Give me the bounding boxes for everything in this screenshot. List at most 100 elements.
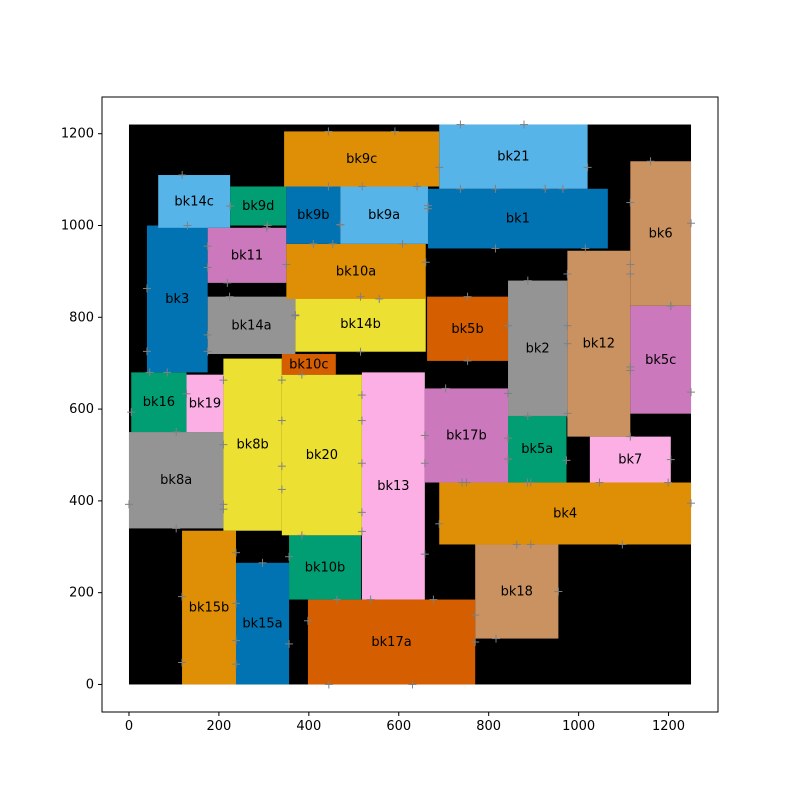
y-tick-label: 1000 — [61, 219, 94, 234]
pin-marker — [172, 428, 181, 437]
pin-marker — [182, 389, 191, 398]
block-bk8b — [223, 358, 282, 531]
pins-layer — [124, 120, 696, 689]
pin-marker — [491, 244, 500, 253]
y-tick-label: 800 — [69, 310, 94, 325]
block-label-bk14c: bk14c — [174, 194, 213, 209]
pin-marker — [297, 531, 306, 540]
pin-marker — [203, 242, 212, 251]
pin-marker — [356, 347, 365, 356]
pin-marker — [554, 587, 563, 596]
block-bk1 — [427, 188, 608, 249]
pin-marker — [687, 499, 696, 508]
pin-marker — [142, 347, 151, 356]
x-tick-label: 0 — [125, 719, 133, 734]
pin-marker — [231, 599, 240, 608]
pin-marker — [562, 456, 571, 465]
pin-marker — [491, 184, 500, 193]
pin-marker — [282, 260, 291, 269]
pin-marker — [666, 301, 675, 310]
block-bk13 — [361, 372, 425, 600]
pin-marker — [309, 239, 318, 248]
pin-marker — [124, 500, 133, 509]
block-label-bk5b: bk5b — [451, 322, 483, 337]
pin-marker — [178, 658, 187, 667]
pin-marker — [172, 524, 181, 533]
pin-marker — [398, 239, 407, 248]
pin-marker — [357, 391, 366, 400]
pin-marker — [421, 258, 430, 267]
pin-marker — [523, 478, 532, 487]
block-label-bk14b: bk14b — [340, 317, 381, 332]
pin-marker — [420, 459, 429, 468]
pin-marker — [456, 120, 465, 129]
x-tick-label: 1200 — [652, 719, 685, 734]
pin-marker — [687, 219, 696, 228]
pin-marker — [504, 321, 513, 330]
pin-marker — [219, 505, 228, 514]
pin-marker — [203, 347, 212, 356]
pin-marker — [462, 478, 471, 487]
x-tick-label: 200 — [206, 719, 231, 734]
plot-area: bk17a bk15b bk15a bk10b bk18 bk4 bk13 bk8a bk20 b… — [124, 120, 696, 689]
pin-marker — [324, 182, 333, 191]
y-tick-label: 600 — [69, 402, 94, 417]
pin-marker — [263, 221, 272, 230]
block-bk17b — [424, 388, 509, 483]
x-tick-label: 1000 — [562, 719, 595, 734]
pin-marker — [291, 311, 300, 320]
block-bk19 — [186, 374, 224, 433]
block-bk9c — [284, 131, 440, 187]
block-bk21 — [439, 124, 588, 189]
pin-marker — [163, 368, 172, 377]
block-bk14c — [158, 175, 231, 228]
pin-marker — [231, 636, 240, 645]
block-label-bk2: bk2 — [526, 341, 550, 356]
pin-marker — [618, 540, 627, 549]
block-label-bk15b: bk15b — [189, 601, 230, 616]
axes-frame — [101, 96, 719, 713]
block-bk12 — [567, 250, 631, 437]
block-bk5a — [508, 415, 567, 483]
block-label-bk13: bk13 — [377, 479, 409, 494]
pin-marker — [523, 276, 532, 285]
block-label-bk1: bk1 — [506, 212, 530, 227]
pin-marker — [463, 292, 472, 301]
block-bk3 — [146, 225, 208, 373]
block-label-bk9d: bk9d — [242, 199, 274, 214]
pin-marker — [142, 284, 151, 293]
pin-marker — [520, 120, 529, 129]
pin-marker — [231, 660, 240, 669]
pin-marker — [277, 416, 286, 425]
block-bk5b — [427, 296, 509, 361]
pin-marker — [420, 431, 429, 440]
block-label-bk7: bk7 — [618, 453, 642, 468]
pin-marker — [463, 356, 472, 365]
block-label-bk20: bk20 — [306, 448, 338, 463]
pin-marker — [583, 163, 592, 172]
block-label-bk4: bk4 — [553, 507, 577, 522]
block-label-bk9a: bk9a — [368, 208, 400, 223]
pin-marker — [285, 552, 294, 561]
pin-marker — [626, 269, 635, 278]
pin-marker — [512, 540, 521, 549]
pin-marker — [357, 416, 366, 425]
pin-marker — [203, 263, 212, 272]
block-bk14b — [295, 296, 426, 352]
pin-marker — [366, 595, 375, 604]
pin-marker — [324, 680, 333, 689]
pin-marker — [626, 366, 635, 375]
pin-marker — [504, 455, 513, 464]
block-label-bk16: bk16 — [143, 395, 175, 410]
pin-marker — [435, 163, 444, 172]
block-label-bk12: bk12 — [583, 337, 615, 352]
block-bk11 — [207, 227, 287, 283]
block-bk6 — [630, 161, 692, 306]
block-bk10c — [281, 354, 336, 375]
block-label-bk10b: bk10b — [305, 560, 346, 575]
pin-marker — [504, 434, 513, 443]
pin-marker — [390, 127, 399, 136]
pin-marker — [277, 462, 286, 471]
pin-marker — [456, 184, 465, 193]
pin-marker — [504, 389, 513, 398]
